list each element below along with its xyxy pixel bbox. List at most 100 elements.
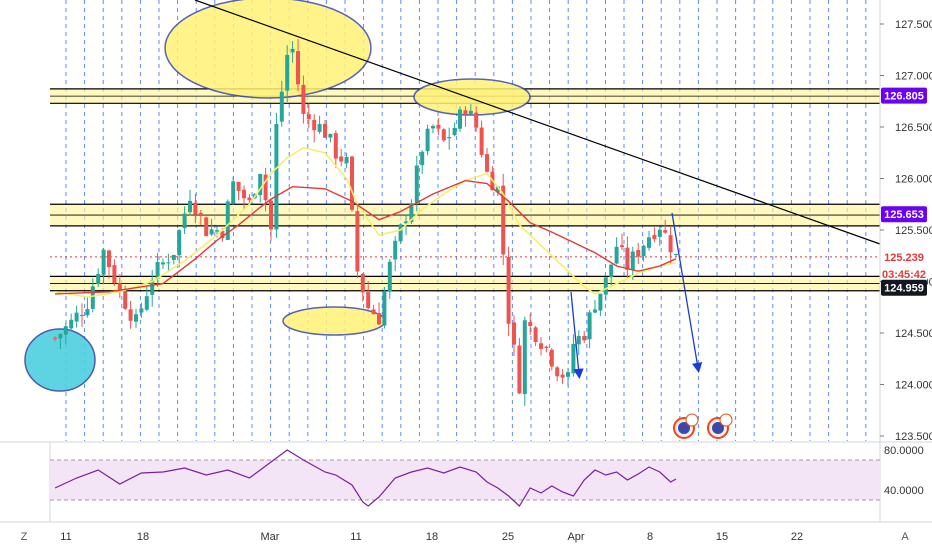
- candle-body: [198, 212, 203, 216]
- candle-body: [128, 309, 133, 321]
- candle-body: [533, 327, 538, 343]
- candle-body: [166, 262, 171, 264]
- candle-body: [279, 91, 284, 122]
- y-tick-label: 123.500: [895, 431, 932, 443]
- event-badge: [719, 413, 733, 427]
- candle-body: [53, 337, 57, 339]
- candle-body: [474, 112, 479, 128]
- event-icon-core: [678, 422, 690, 434]
- candle-body: [501, 185, 506, 255]
- event-icon-core: [712, 422, 724, 434]
- rsi-tick-label: 40.0000: [884, 485, 924, 497]
- y-tick-label: 125.500: [895, 225, 932, 237]
- price-label-bg: [881, 279, 927, 296]
- price-labels: 126.805 125.653 125.239 03:45:42 124.959: [881, 87, 927, 296]
- candle-body: [317, 124, 322, 132]
- candle-body: [663, 230, 668, 233]
- x-tick-label: 11: [60, 531, 71, 543]
- candle-body: [560, 374, 565, 378]
- candle-body: [333, 133, 338, 159]
- candle-body: [161, 262, 165, 265]
- candle-body: [296, 51, 300, 85]
- vertical-dashed-lines: [65, 0, 867, 441]
- candle-body: [674, 253, 678, 255]
- candle-body: [90, 286, 95, 309]
- candle-body: [495, 186, 500, 193]
- candle-body: [582, 336, 587, 341]
- candle-body: [247, 197, 252, 201]
- candle-body: [668, 235, 673, 253]
- x-tick-label: 25: [502, 531, 514, 543]
- price-label-bg: [881, 87, 927, 104]
- candle-body: [74, 312, 79, 322]
- y-tick-label: 126.000: [895, 174, 932, 186]
- candle-body: [593, 309, 597, 313]
- candle-body: [576, 336, 581, 345]
- descending-trendline: [194, 0, 881, 245]
- candle-body: [312, 119, 317, 131]
- rsi-panel: 80.0000 40.0000: [50, 445, 924, 507]
- candle-body: [377, 312, 381, 325]
- auto-scale-button[interactable]: A: [901, 531, 909, 543]
- highlight-ellipse: [24, 328, 96, 392]
- rsi-band: [50, 460, 880, 500]
- candle-body: [225, 201, 230, 240]
- candle-body: [285, 54, 290, 91]
- candle-body: [188, 200, 192, 213]
- candle-body: [360, 273, 365, 293]
- candle-body: [366, 292, 371, 309]
- countdown-label: 03:45:42: [882, 269, 926, 281]
- rsi-tick-label: 80.0000: [884, 445, 924, 457]
- candle-body: [479, 127, 484, 155]
- x-tick-label: 22: [791, 531, 803, 543]
- candle-body: [452, 127, 457, 136]
- y-tick-label: 126.500: [895, 122, 932, 134]
- candle-body: [571, 343, 576, 374]
- candle-body: [528, 322, 533, 327]
- candle-body: [258, 174, 263, 196]
- price-label: 126.805: [884, 91, 924, 103]
- candle-body: [614, 246, 619, 264]
- candle-body: [566, 372, 570, 377]
- candle-body: [236, 181, 241, 191]
- candle-body: [382, 291, 387, 326]
- candle-body: [414, 165, 419, 203]
- x-tick-label: Mar: [261, 531, 280, 543]
- candle-body: [609, 264, 614, 278]
- candle-body: [96, 273, 101, 284]
- candle-body: [242, 189, 246, 199]
- candle-body: [652, 234, 657, 240]
- candle-body: [463, 110, 468, 115]
- candle-body: [263, 174, 268, 201]
- candle-body: [647, 237, 651, 248]
- countdown-label-bg: [881, 265, 927, 282]
- price-label-bg: [881, 206, 927, 223]
- candle-body: [134, 314, 138, 322]
- candle-body: [177, 230, 182, 256]
- left-scale-button[interactable]: Z: [20, 531, 28, 543]
- candle-body: [436, 124, 441, 129]
- candle-body: [620, 245, 624, 248]
- price-label: 124.959: [884, 283, 924, 295]
- candle-body: [404, 221, 408, 224]
- candle-body: [204, 217, 209, 237]
- candle-body: [371, 309, 376, 315]
- sma-yellow-line: [54, 146, 677, 298]
- candle-body: [80, 314, 84, 316]
- candle-body: [393, 240, 398, 260]
- candle-body: [522, 320, 527, 395]
- candle-body: [598, 293, 603, 311]
- candle-body: [468, 110, 473, 115]
- candle-body: [269, 200, 273, 230]
- candle-body: [344, 156, 349, 164]
- candle-body: [171, 254, 176, 260]
- candle-body: [101, 249, 106, 275]
- x-tick-label: 18: [426, 531, 438, 543]
- candle-body: [409, 203, 414, 223]
- candle-body: [485, 154, 489, 172]
- down-arrow: [671, 212, 703, 374]
- candle-body: [150, 280, 155, 295]
- current-price-label-bg: [881, 248, 927, 265]
- price-label: 125.653: [884, 209, 924, 221]
